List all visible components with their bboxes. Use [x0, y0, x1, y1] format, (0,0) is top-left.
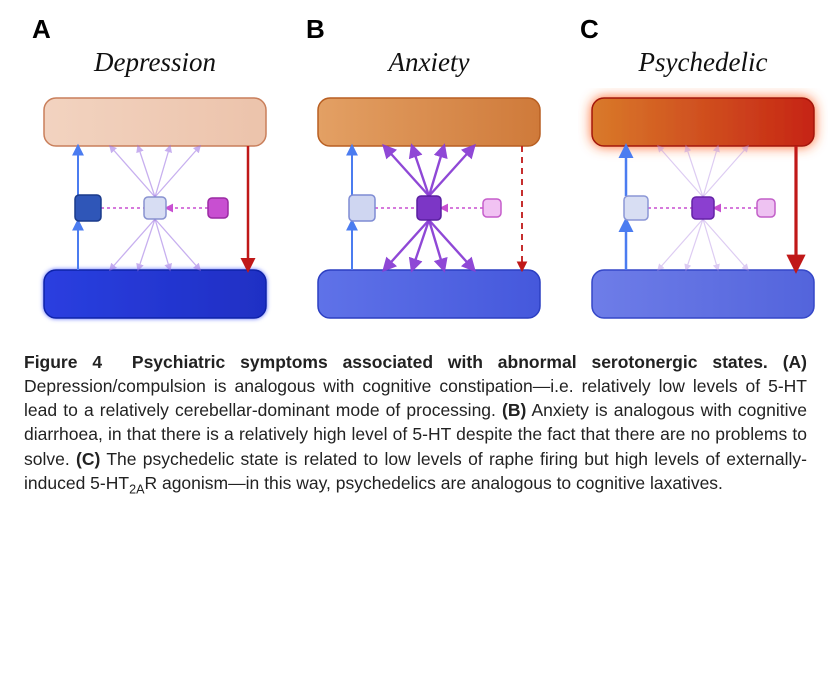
caption-text-c-post: R agonism—in this way, psychedelics are … [144, 473, 722, 493]
panel-diagram [304, 88, 554, 328]
top-region-box [592, 98, 814, 146]
postsynaptic-node [144, 197, 166, 219]
top-region-box [318, 98, 540, 146]
caption-ref-a: (A) [783, 352, 807, 372]
bottom-region-box [318, 270, 540, 318]
bottom-region-box [592, 270, 814, 318]
figure: A Depression [0, 0, 831, 534]
presynaptic-node [349, 195, 375, 221]
panel: C Psychedelic [578, 14, 828, 328]
figure-label: Figure 4 [24, 352, 102, 372]
panel: B Anxiety [304, 14, 554, 328]
panel-title: Psychedelic [639, 47, 768, 78]
top-region-box [44, 98, 266, 146]
panel-diagram [578, 88, 828, 328]
caption-ref-c: (C) [76, 449, 100, 469]
presynaptic-node [75, 195, 101, 221]
panel-letter: C [580, 14, 599, 45]
panel-letter: A [32, 14, 51, 45]
figure-title: Psychiatric symptoms associated with abn… [132, 352, 768, 372]
panels-row: A Depression [24, 14, 807, 328]
postsynaptic-node [417, 196, 441, 220]
panel-title: Anxiety [389, 47, 470, 78]
caption-ref-b: (B) [502, 400, 526, 420]
panel: A Depression [30, 14, 280, 328]
panel-diagram [30, 88, 280, 328]
bottom-region-box [44, 270, 266, 318]
external-agonist-node [208, 198, 228, 218]
presynaptic-node [624, 196, 648, 220]
external-agonist-node [757, 199, 775, 217]
external-agonist-node [483, 199, 501, 217]
panel-title: Depression [94, 47, 216, 78]
figure-caption: Figure 4 Psychiatric symptoms associated… [24, 350, 807, 499]
caption-sub: 2A [129, 482, 144, 496]
panel-letter: B [306, 14, 325, 45]
postsynaptic-node [692, 197, 714, 219]
